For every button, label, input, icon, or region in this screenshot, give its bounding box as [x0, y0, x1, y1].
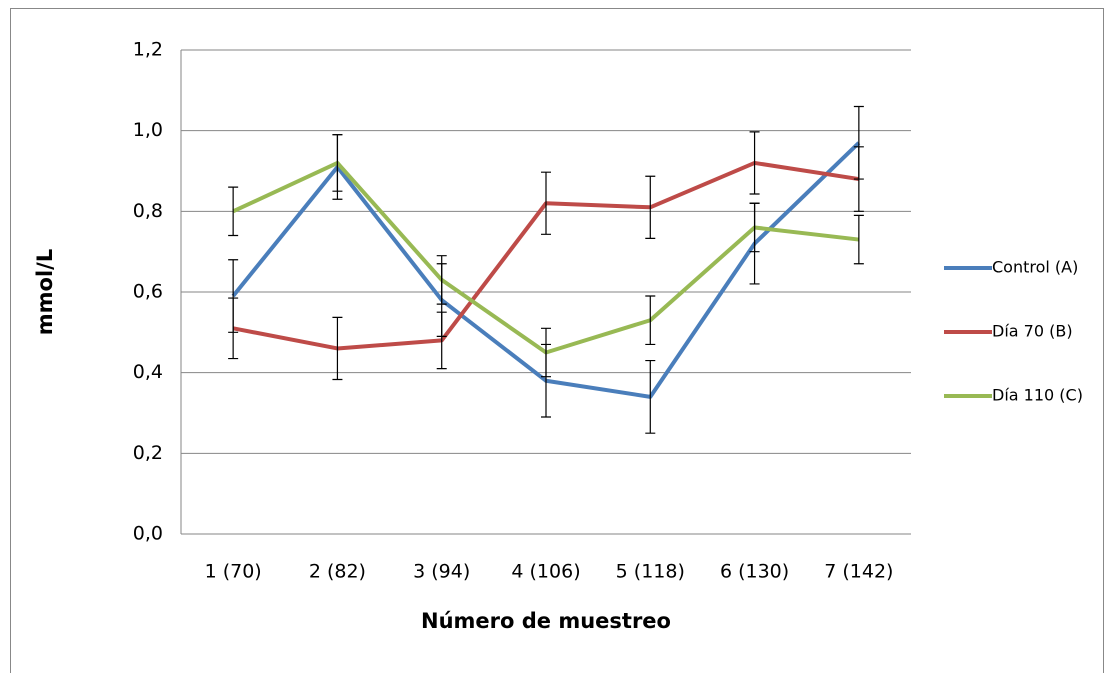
error-bar — [332, 134, 343, 192]
y-axis-title: mmol/L — [33, 249, 57, 335]
error-bar — [853, 146, 864, 212]
legend-label: Día 110 (C) — [992, 386, 1083, 405]
error-bar — [853, 214, 864, 265]
x-tick-label: 4 (106) — [511, 561, 580, 583]
y-tick-label: 0,6 — [133, 281, 163, 303]
y-tick-label: 1,0 — [133, 119, 163, 141]
x-tick-label: 3 (94) — [413, 561, 470, 583]
error-bar — [228, 297, 239, 360]
x-tick-label: 2 (82) — [309, 561, 366, 583]
error-bar — [332, 316, 343, 381]
y-tick-label: 0,8 — [133, 200, 163, 222]
y-tick-label: 0,4 — [133, 361, 163, 383]
x-tick-label: 1 (70) — [205, 561, 262, 583]
y-tick-label: 1,2 — [133, 39, 163, 61]
error-bar — [541, 171, 551, 235]
error-bar — [749, 202, 760, 253]
x-tick-label: 5 (118) — [616, 561, 685, 583]
legend-label: Día 70 (B) — [992, 322, 1073, 341]
chart-border — [10, 8, 1104, 677]
x-axis-title: Número de muestreo — [421, 609, 671, 633]
legend-label: Control (A) — [992, 258, 1078, 277]
x-tick-label: 7 (142) — [824, 561, 893, 583]
error-bar — [749, 131, 760, 195]
y-tick-label: 0,0 — [133, 523, 163, 545]
error-bar — [436, 255, 447, 305]
error-bar — [228, 186, 239, 237]
error-bar — [645, 359, 656, 434]
error-bar — [436, 311, 447, 370]
error-bar — [645, 295, 656, 346]
error-bar — [541, 327, 551, 378]
y-tick-label: 0,2 — [133, 442, 163, 464]
error-bar — [645, 175, 656, 239]
x-tick-label: 6 (130) — [720, 561, 789, 583]
